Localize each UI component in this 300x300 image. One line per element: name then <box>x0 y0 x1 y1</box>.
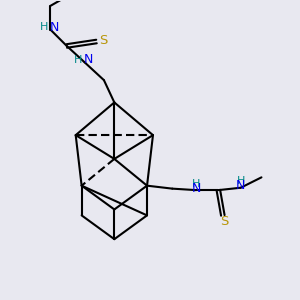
Text: H: H <box>236 176 245 186</box>
Text: N: N <box>49 21 59 34</box>
Text: H: H <box>192 178 200 189</box>
Text: S: S <box>99 34 107 46</box>
Text: N: N <box>83 53 93 66</box>
Text: H: H <box>40 22 48 32</box>
Text: N: N <box>191 182 201 194</box>
Text: N: N <box>236 179 245 192</box>
Text: S: S <box>220 215 229 228</box>
Text: H: H <box>74 55 82 65</box>
